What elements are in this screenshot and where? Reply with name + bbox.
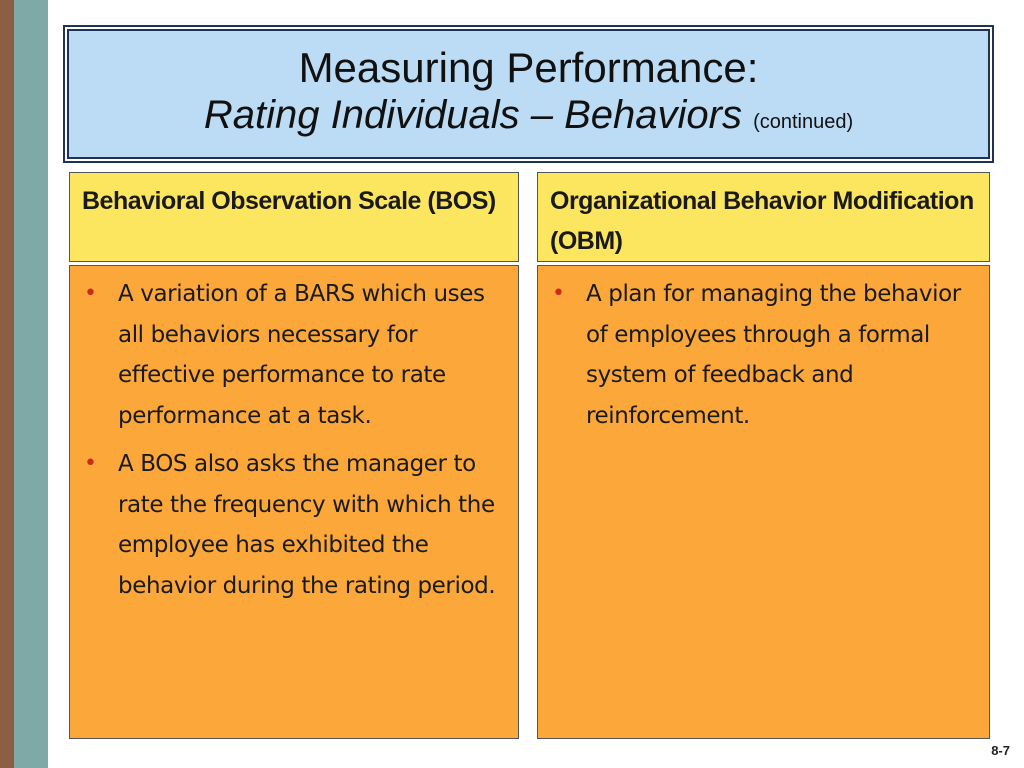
slide-subtitle: Rating Individuals – Behaviors (continue…	[69, 91, 988, 139]
list-item: • A variation of a BARS which uses all b…	[80, 274, 508, 436]
list-item-text: A BOS also asks the manager to rate the …	[118, 451, 496, 599]
bullet-list-obm: • A plan for managing the behavior of em…	[548, 274, 979, 436]
bullet-icon: •	[552, 281, 565, 306]
slide-title-box: Measuring Performance: Rating Individual…	[63, 25, 994, 163]
list-item: • A plan for managing the behavior of em…	[548, 274, 979, 436]
column-body-bos: • A variation of a BARS which uses all b…	[69, 265, 519, 739]
left-accent-stripe-brown	[0, 0, 14, 768]
column-heading-bos: Behavioral Observation Scale (BOS)	[69, 172, 519, 262]
slide-title: Measuring Performance:	[298, 44, 759, 91]
left-accent-stripe-teal	[14, 0, 48, 768]
column-body-obm: • A plan for managing the behavior of em…	[537, 265, 990, 739]
column-obm: Organizational Behavior Modification (OB…	[537, 172, 990, 739]
slide-subtitle-text: Rating Individuals – Behaviors	[203, 93, 742, 137]
column-bos: Behavioral Observation Scale (BOS) • A v…	[69, 172, 519, 739]
bullet-icon: •	[84, 281, 97, 306]
slide-subtitle-suffix: (continued)	[753, 111, 854, 133]
column-heading-obm: Organizational Behavior Modification (OB…	[537, 172, 990, 262]
list-item-text: A variation of a BARS which uses all beh…	[118, 281, 485, 429]
bullet-list-bos: • A variation of a BARS which uses all b…	[80, 274, 508, 606]
slide-number: 8-7	[991, 743, 1010, 758]
list-item-text: A plan for managing the behavior of empl…	[586, 281, 961, 429]
bullet-icon: •	[84, 451, 97, 476]
list-item: • A BOS also asks the manager to rate th…	[80, 444, 508, 606]
